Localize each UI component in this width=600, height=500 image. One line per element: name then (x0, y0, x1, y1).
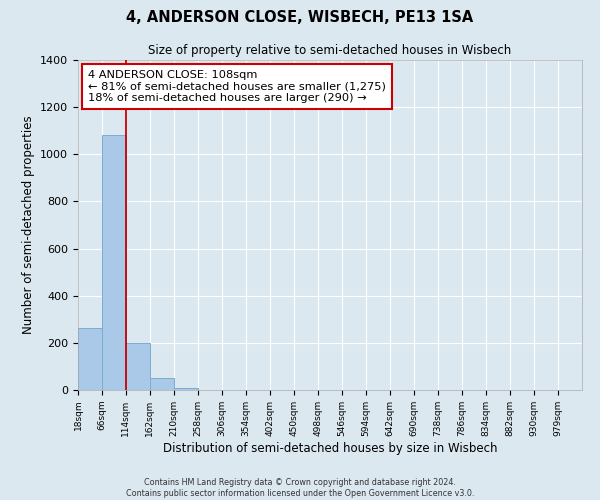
Bar (102, 135, 126, 390)
Bar (174, 388, 198, 390)
Text: 4 ANDERSON CLOSE: 108sqm
← 81% of semi-detached houses are smaller (1,275)
18% o: 4 ANDERSON CLOSE: 108sqm ← 81% of semi-d… (88, 70, 386, 103)
Text: 4, ANDERSON CLOSE, WISBECH, PE13 1SA: 4, ANDERSON CLOSE, WISBECH, PE13 1SA (127, 10, 473, 25)
X-axis label: Distribution of semi-detached houses by size in Wisbech: Distribution of semi-detached houses by … (163, 442, 497, 454)
Bar (150, 378, 174, 390)
Text: Contains HM Land Registry data © Crown copyright and database right 2024.
Contai: Contains HM Land Registry data © Crown c… (126, 478, 474, 498)
Title: Size of property relative to semi-detached houses in Wisbech: Size of property relative to semi-detach… (148, 44, 512, 58)
Bar (126, 343, 150, 390)
Bar (78, 328, 102, 390)
Y-axis label: Number of semi-detached properties: Number of semi-detached properties (22, 116, 35, 334)
